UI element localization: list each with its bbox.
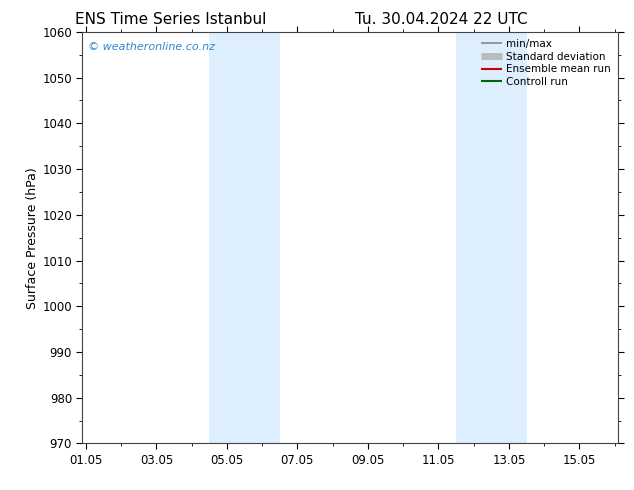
Text: Tu. 30.04.2024 22 UTC: Tu. 30.04.2024 22 UTC <box>355 12 527 27</box>
Bar <box>456 32 526 443</box>
Y-axis label: Surface Pressure (hPa): Surface Pressure (hPa) <box>27 167 39 309</box>
Legend: min/max, Standard deviation, Ensemble mean run, Controll run: min/max, Standard deviation, Ensemble me… <box>479 37 613 89</box>
Bar <box>209 32 280 443</box>
Text: © weatheronline.co.nz: © weatheronline.co.nz <box>87 42 215 52</box>
Text: ENS Time Series Istanbul: ENS Time Series Istanbul <box>75 12 266 27</box>
